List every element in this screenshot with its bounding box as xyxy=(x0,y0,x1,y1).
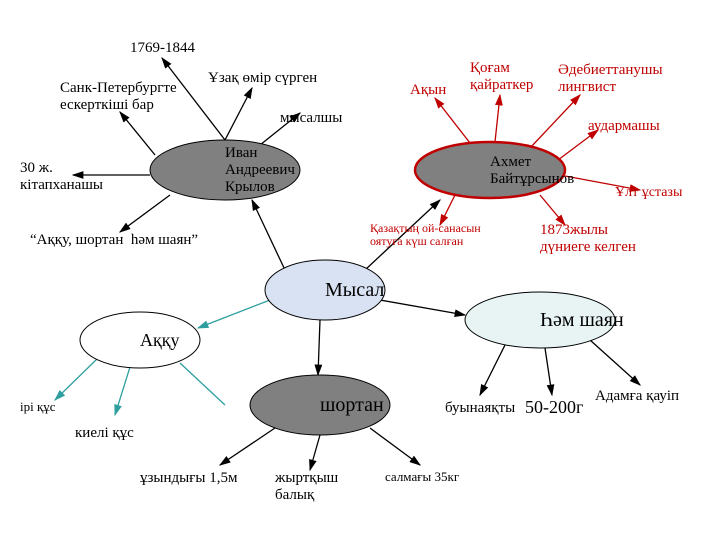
arrow xyxy=(252,200,285,270)
arrow xyxy=(180,363,225,405)
arrow xyxy=(310,435,320,470)
label: мысалшы xyxy=(280,110,342,127)
arrow xyxy=(198,300,270,328)
label: 30 ж. кітапханашы xyxy=(20,160,103,193)
arrow xyxy=(530,95,580,148)
label: 50-200г xyxy=(525,398,583,418)
label: 1873жылы дүниеге келген xyxy=(540,222,636,255)
arrow xyxy=(370,428,420,465)
label: ұзындығы 1,5м xyxy=(140,470,237,487)
label: Ұлт ұстазы xyxy=(615,185,682,200)
label: Ақын xyxy=(410,82,446,99)
label: “Аққу, шортан һәм шаян” xyxy=(30,232,198,249)
arrow xyxy=(55,358,98,400)
arrow xyxy=(318,320,320,375)
arrow xyxy=(120,195,170,232)
label: салмағы 35кг xyxy=(385,470,459,484)
arrow xyxy=(545,348,552,395)
label: жыртқыш балық xyxy=(275,470,338,503)
arrow xyxy=(120,112,155,155)
label: Қазақтың ой-санасын оятуға күш салған xyxy=(370,222,481,248)
arrow xyxy=(480,345,505,395)
diagram-canvas: ИванАндреевичКрыловАхметБайтұрсыновМысал… xyxy=(0,0,720,540)
arrow xyxy=(435,98,470,143)
arrow xyxy=(495,95,500,142)
label: Әдебиеттанушы лингвист xyxy=(558,62,663,95)
label: Адамға қауіп xyxy=(595,388,679,405)
label: Ұзақ өмір сүрген xyxy=(208,70,317,87)
label: Санк-Петербургте ескерткіші бар xyxy=(60,80,177,113)
arrow xyxy=(115,367,130,415)
arrow xyxy=(220,428,275,465)
arrow xyxy=(558,130,598,160)
arrow xyxy=(225,88,252,140)
label: аудармашы xyxy=(588,118,660,135)
label: ірі құс xyxy=(20,400,56,414)
arrow xyxy=(540,195,565,225)
label: буынаяқты xyxy=(445,400,515,417)
label: Қоғам қайраткер xyxy=(470,60,533,93)
label: 1769-1844 xyxy=(130,40,195,57)
arrow xyxy=(590,340,640,385)
arrow xyxy=(380,300,465,315)
label: киелі құс xyxy=(75,425,134,442)
